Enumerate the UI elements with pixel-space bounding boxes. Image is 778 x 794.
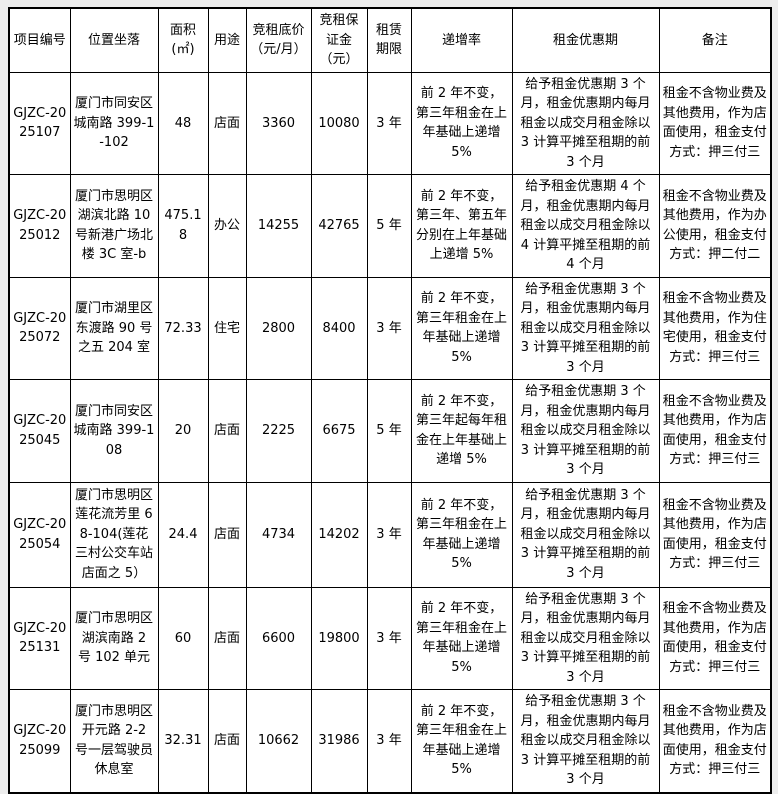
cell-base-rent: 6600 xyxy=(245,586,312,690)
cell-remarks: 租金不含物业费及其他费用，作为店面使用，租金支付方式：押三付三 xyxy=(658,71,772,175)
cell-deposit: 10080 xyxy=(310,71,368,175)
cell-base-rent: 14255 xyxy=(245,174,312,278)
table-row: GJZC-2025107 厦门市同安区城南路 399-1-102 48 店面 3… xyxy=(8,71,772,175)
cell-location: 厦门市同安区城南路 399-108 xyxy=(69,379,159,483)
cell-remarks: 租金不含物业费及其他费用，作为办公使用，租金支付方式：押二付二 xyxy=(658,174,772,278)
header-location: 位置坐落 xyxy=(69,7,159,73)
cell-project-id: GJZC-2025012 xyxy=(8,174,71,278)
table-row: GJZC-2025054 厦门市思明区莲花流芳里 68-104(莲花三村公交车站… xyxy=(8,481,772,588)
cell-area: 48 xyxy=(157,71,209,175)
cell-remarks: 租金不含物业费及其他费用，作为店面使用，租金支付方式：押三付三 xyxy=(658,379,772,483)
cell-area: 60 xyxy=(157,586,209,690)
cell-base-rent: 2225 xyxy=(245,379,312,483)
cell-project-id: GJZC-2025072 xyxy=(8,276,71,380)
cell-area: 24.4 xyxy=(157,481,209,588)
cell-discount-period: 给予租金优惠期 3 个月，租金优惠期内每月租金以成交月租金除以 3 计算平摊至租… xyxy=(511,71,660,175)
cell-location: 厦门市思明区开元路 2-2 号一层驾驶员休息室 xyxy=(69,689,159,793)
cell-increase-rate: 前 2 年不变，第三年起每年租金在上年基础上递增 5% xyxy=(410,379,513,483)
cell-usage: 店面 xyxy=(207,71,247,175)
cell-location: 厦门市思明区莲花流芳里 68-104(莲花三村公交车站店面之 5） xyxy=(69,481,159,588)
table-row: GJZC-2025072 厦门市湖里区东渡路 90 号之五 204 室 72.3… xyxy=(8,276,772,380)
cell-discount-period: 给予租金优惠期 3 个月，租金优惠期内每月租金以成交月租金除以 3 计算平摊至租… xyxy=(511,689,660,793)
cell-area: 72.33 xyxy=(157,276,209,380)
header-usage: 用途 xyxy=(207,7,247,73)
cell-remarks: 租金不含物业费及其他费用，作为店面使用，租金支付方式：押三付三 xyxy=(658,689,772,793)
cell-increase-rate: 前 2 年不变，第三年租金在上年基础上递增 5% xyxy=(410,586,513,690)
cell-area: 32.31 xyxy=(157,689,209,793)
header-increase-rate: 递增率 xyxy=(410,7,513,73)
cell-increase-rate: 前 2 年不变，第三年租金在上年基础上递增 5% xyxy=(410,276,513,380)
cell-deposit: 42765 xyxy=(310,174,368,278)
header-lease-term: 租赁期限 xyxy=(366,7,412,73)
cell-lease-term: 3 年 xyxy=(366,71,412,175)
table-row: GJZC-2025012 厦门市思明区湖滨北路 10 号新港广场北楼 3C 室-… xyxy=(8,174,772,278)
cell-lease-term: 5 年 xyxy=(366,379,412,483)
table-row: GJZC-2025099 厦门市思明区开元路 2-2 号一层驾驶员休息室 32.… xyxy=(8,689,772,793)
cell-usage: 住宅 xyxy=(207,276,247,380)
cell-base-rent: 10662 xyxy=(245,689,312,793)
header-remarks: 备注 xyxy=(658,7,772,73)
cell-location: 厦门市思明区湖滨南路 2 号 102 单元 xyxy=(69,586,159,690)
cell-area: 20 xyxy=(157,379,209,483)
cell-usage: 店面 xyxy=(207,689,247,793)
cell-base-rent: 2800 xyxy=(245,276,312,380)
header-base-rent: 竞租底价（元/月） xyxy=(245,7,312,73)
cell-location: 厦门市思明区湖滨北路 10 号新港广场北楼 3C 室-b xyxy=(69,174,159,278)
cell-remarks: 租金不含物业费及其他费用，作为店面使用，租金支付方式：押三付三 xyxy=(658,586,772,690)
cell-project-id: GJZC-2025099 xyxy=(8,689,71,793)
table-row: GJZC-2025131 厦门市思明区湖滨南路 2 号 102 单元 60 店面… xyxy=(8,586,772,690)
cell-lease-term: 3 年 xyxy=(366,481,412,588)
header-deposit: 竞租保证金（元） xyxy=(310,7,368,73)
cell-deposit: 19800 xyxy=(310,586,368,690)
cell-discount-period: 给予租金优惠期 3 个月，租金优惠期内每月租金以成交月租金除以 3 计算平摊至租… xyxy=(511,481,660,588)
cell-deposit: 6675 xyxy=(310,379,368,483)
cell-usage: 店面 xyxy=(207,586,247,690)
cell-discount-period: 给予租金优惠期 3 个月，租金优惠期内每月租金以成交月租金除以 3 计算平摊至租… xyxy=(511,586,660,690)
header-discount-period: 租金优惠期 xyxy=(511,7,660,73)
cell-project-id: GJZC-2025054 xyxy=(8,481,71,588)
cell-location: 厦门市湖里区东渡路 90 号之五 204 室 xyxy=(69,276,159,380)
cell-lease-term: 3 年 xyxy=(366,689,412,793)
cell-remarks: 租金不含物业费及其他费用，作为住宅使用，租金支付方式：押三付三 xyxy=(658,276,772,380)
cell-discount-period: 给予租金优惠期 3 个月，租金优惠期内每月租金以成交月租金除以 3 计算平摊至租… xyxy=(511,379,660,483)
cell-usage: 店面 xyxy=(207,379,247,483)
header-area: 面积 (㎡) xyxy=(157,7,209,73)
cell-discount-period: 给予租金优惠期 3 个月，租金优惠期内每月租金以成交月租金除以 3 计算平摊至租… xyxy=(511,276,660,380)
cell-deposit: 14202 xyxy=(310,481,368,588)
cell-base-rent: 4734 xyxy=(245,481,312,588)
cell-project-id: GJZC-2025107 xyxy=(8,71,71,175)
cell-increase-rate: 前 2 年不变，第三年租金在上年基础上递增 5% xyxy=(410,481,513,588)
cell-increase-rate: 前 2 年不变，第三年、第五年分别在上年基础上递增 5% xyxy=(410,174,513,278)
cell-deposit: 31986 xyxy=(310,689,368,793)
cell-project-id: GJZC-2025131 xyxy=(8,586,71,690)
cell-usage: 店面 xyxy=(207,481,247,588)
table-row: GJZC-2025045 厦门市同安区城南路 399-108 20 店面 222… xyxy=(8,379,772,483)
cell-increase-rate: 前 2 年不变，第三年租金在上年基础上递增 5% xyxy=(410,71,513,175)
table-header-row: 项目编号 位置坐落 面积 (㎡) 用途 竞租底价（元/月） 竞租保证金（元） 租… xyxy=(8,7,772,73)
page: 项目编号 位置坐落 面积 (㎡) 用途 竞租底价（元/月） 竞租保证金（元） 租… xyxy=(8,7,772,794)
cell-project-id: GJZC-2025045 xyxy=(8,379,71,483)
cell-lease-term: 5 年 xyxy=(366,174,412,278)
cell-increase-rate: 前 2 年不变，第三年租金在上年基础上递增 5% xyxy=(410,689,513,793)
cell-usage: 办公 xyxy=(207,174,247,278)
cell-deposit: 8400 xyxy=(310,276,368,380)
cell-location: 厦门市同安区城南路 399-1-102 xyxy=(69,71,159,175)
cell-remarks: 租金不含物业费及其他费用，作为店面使用，租金支付方式：押三付三 xyxy=(658,481,772,588)
cell-lease-term: 3 年 xyxy=(366,276,412,380)
cell-base-rent: 3360 xyxy=(245,71,312,175)
header-project-id: 项目编号 xyxy=(8,7,71,73)
cell-discount-period: 给予租金优惠期 4 个月，租金优惠期内每月租金以成交月租金除以 4 计算平摊至租… xyxy=(511,174,660,278)
cell-lease-term: 3 年 xyxy=(366,586,412,690)
cell-area: 475.18 xyxy=(157,174,209,278)
rental-listings-table: 项目编号 位置坐落 面积 (㎡) 用途 竞租底价（元/月） 竞租保证金（元） 租… xyxy=(8,7,772,794)
